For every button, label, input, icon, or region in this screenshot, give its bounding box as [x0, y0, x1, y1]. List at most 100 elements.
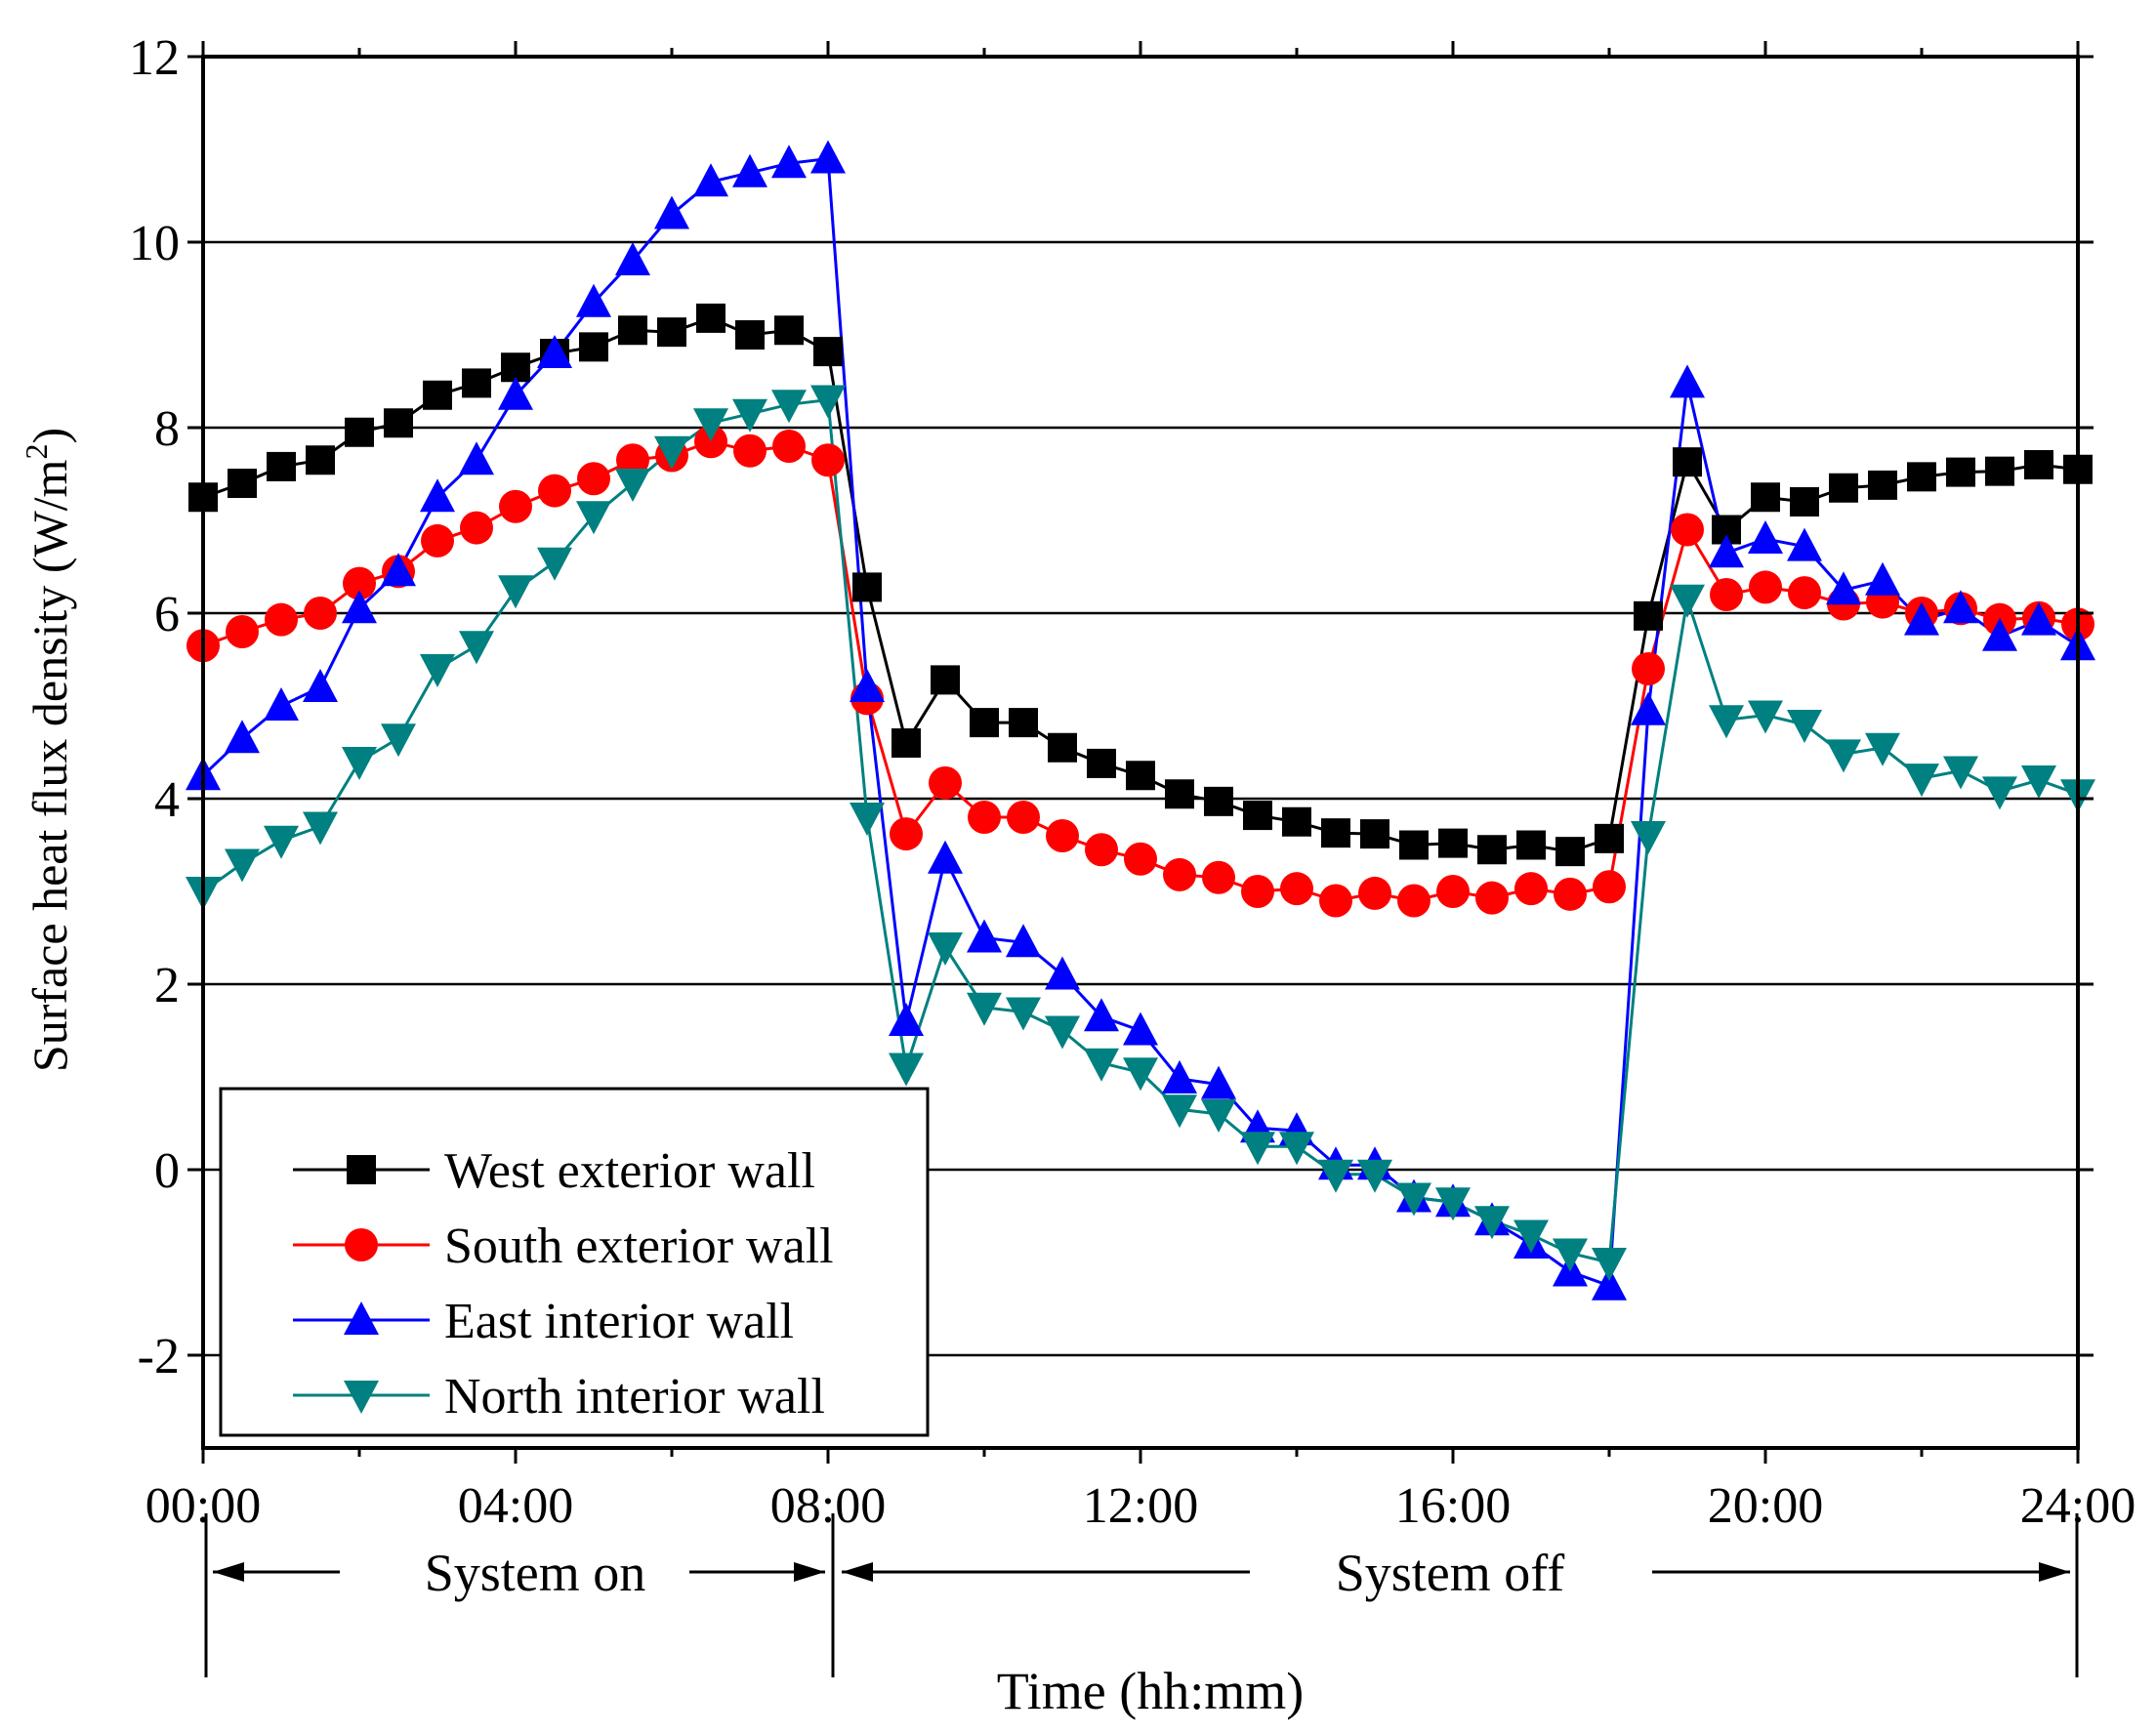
y-tick-label: -2: [138, 1329, 180, 1384]
data-point-series-2: [1709, 534, 1744, 568]
data-point-series-0: [384, 408, 413, 438]
data-point-series-1: [343, 566, 376, 600]
data-point-series-2: [264, 687, 299, 721]
data-point-series-2: [576, 283, 611, 317]
data-point-series-1: [1593, 870, 1626, 904]
y-axis-label-text: Surface heat flux density (W/m: [22, 459, 77, 1072]
data-point-series-3: [654, 435, 689, 470]
data-point-series-2: [1045, 956, 1080, 990]
data-point-series-2: [732, 153, 767, 187]
data-point-series-0: [1790, 487, 1819, 516]
data-point-series-0: [970, 708, 999, 738]
data-point-series-2: [967, 919, 1002, 953]
data-point-series-0: [306, 445, 335, 475]
data-point-series-1: [1710, 578, 1743, 611]
data-point-series-3: [693, 408, 728, 442]
data-point-series-0: [1907, 462, 1936, 492]
data-point-series-3: [889, 1053, 924, 1087]
data-point-series-0: [1868, 470, 1897, 500]
data-point-series-0: [1673, 447, 1702, 477]
data-point-series-1: [1202, 860, 1235, 894]
arrowhead-system-off-left: [842, 1562, 873, 1582]
data-point-series-3: [967, 992, 1002, 1026]
data-point-series-2: [1787, 527, 1822, 561]
data-point-series-2: [928, 840, 963, 874]
data-point-series-1: [1554, 877, 1587, 911]
data-point-series-3: [2021, 765, 2056, 799]
legend-marker: [347, 1155, 376, 1184]
data-point-series-2: [420, 478, 455, 513]
data-point-series-3: [459, 631, 494, 665]
data-point-series-0: [618, 315, 647, 346]
y-tick-label: 12: [129, 30, 180, 86]
data-point-series-2: [1943, 590, 1978, 624]
data-point-series-0: [1399, 830, 1429, 860]
data-point-series-3: [1084, 1048, 1119, 1082]
data-point-series-0: [1634, 600, 1663, 631]
axis-ticks: -2 0 2 4 6 8 10 12 00:00 04:00 08:00 12:00 16:00 20:0…: [129, 30, 2135, 1534]
data-point-series-1: [265, 602, 298, 637]
data-point-series-0: [1321, 818, 1350, 848]
data-point-series-1: [304, 597, 337, 630]
data-point-series-1: [1632, 652, 1665, 685]
data-point-series-3: [810, 385, 846, 419]
data-point-series-0: [1087, 748, 1116, 778]
y-tick-label: 4: [154, 772, 180, 828]
data-point-series-2: [850, 669, 885, 702]
data-point-series-2: [1006, 924, 1041, 958]
data-point-series-3: [1943, 756, 1978, 790]
data-point-series-1: [577, 462, 610, 496]
data-point-series-1: [772, 430, 806, 463]
data-point-series-0: [267, 451, 296, 481]
data-point-series-0: [891, 728, 921, 758]
data-point-series-0: [1009, 708, 1038, 738]
data-point-series-2: [1748, 520, 1783, 554]
data-point-series-2: [459, 441, 494, 475]
y-axis-label-close: ): [22, 428, 77, 444]
data-point-series-2: [381, 553, 416, 587]
arrowhead-system-on-left: [213, 1562, 244, 1582]
data-point-series-3: [420, 654, 455, 687]
data-point-series-0: [1751, 482, 1780, 513]
y-tick-label: 6: [154, 587, 180, 642]
data-point-series-2: [1123, 1012, 1158, 1046]
data-point-series-0: [1555, 837, 1585, 867]
data-point-series-3: [1435, 1187, 1471, 1221]
data-point-series-1: [226, 615, 259, 648]
data-point-series-3: [225, 848, 260, 883]
legend-label: East interior wall: [444, 1294, 794, 1349]
data-point-series-1: [1280, 872, 1313, 906]
data-point-series-1: [733, 434, 767, 468]
data-point-series-0: [2024, 450, 2053, 479]
data-point-series-1: [1007, 801, 1040, 834]
data-point-series-3: [1592, 1248, 1627, 1281]
data-point-series-2: [1904, 601, 1939, 636]
data-point-series-3: [1240, 1132, 1275, 1166]
y-tick-label: 8: [154, 401, 180, 457]
data-point-series-1: [1163, 857, 1196, 891]
data-point-series-0: [1282, 806, 1311, 837]
data-point-series-1: [1046, 819, 1079, 852]
data-point-series-1: [929, 765, 962, 800]
data-point-series-3: [1045, 1015, 1080, 1050]
data-point-series-2: [1162, 1059, 1197, 1094]
data-point-series-0: [579, 332, 608, 362]
data-point-series-3: [1748, 700, 1783, 734]
data-point-series-1: [968, 801, 1001, 834]
data-point-series-3: [1904, 764, 1939, 798]
data-point-series-2: [1201, 1065, 1236, 1099]
legend-label: North interior wall: [444, 1369, 825, 1425]
y-tick-label: 2: [154, 958, 180, 1013]
data-point-series-2: [2021, 601, 2056, 636]
data-point-series-1: [460, 511, 493, 545]
data-point-series-0: [1360, 819, 1389, 849]
data-point-series-2: [1865, 561, 1900, 596]
data-point-series-2: [303, 669, 338, 702]
data-point-series-0: [852, 572, 882, 602]
data-point-series-1: [1241, 875, 1274, 908]
data-point-series-2: [498, 376, 533, 410]
data-point-series-0: [345, 417, 374, 447]
data-point-series-0: [1243, 801, 1272, 831]
data-point-series-3: [1513, 1219, 1549, 1254]
